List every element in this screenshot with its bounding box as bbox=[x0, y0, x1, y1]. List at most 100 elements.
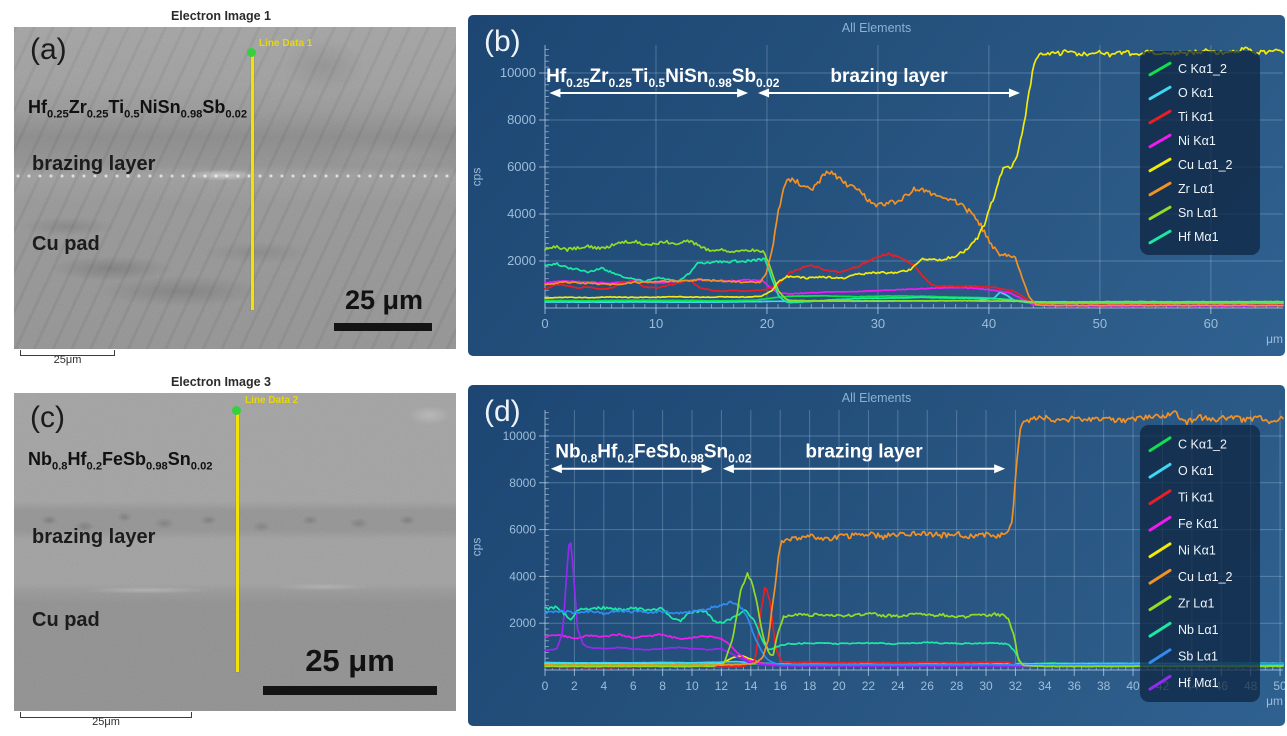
tick-labels: 2000 4000 6000 8000 10000 0 10 20 30 40 50 60 μm bbox=[500, 65, 1283, 346]
line-data-1-label: Line Data 1 bbox=[259, 38, 313, 49]
svg-text:10000: 10000 bbox=[500, 65, 536, 80]
scale-bar-text-c: 25 μm bbox=[305, 643, 395, 678]
legend-item-Ti-Kα1: Ti Kα1 bbox=[1148, 489, 1214, 506]
legend-item-O-Kα1: O Kα1 bbox=[1148, 85, 1214, 101]
legend-item-Sn-Lα1: Sn Lα1 bbox=[1148, 205, 1218, 221]
svg-text:4000: 4000 bbox=[509, 569, 536, 583]
interface-speckle-line bbox=[14, 173, 456, 178]
svg-text:50: 50 bbox=[1273, 679, 1285, 693]
svg-text:6000: 6000 bbox=[509, 523, 536, 537]
svg-text:38: 38 bbox=[1097, 679, 1111, 693]
brazing-layer-label-c: brazing layer bbox=[32, 526, 156, 548]
alloy-formula-c: Nb0.8Hf0.2FeSb0.98Sn0.02 bbox=[28, 449, 213, 473]
svg-text:Zr Lα1: Zr Lα1 bbox=[1178, 596, 1214, 610]
legend-item-Fe-Kα1: Fe Kα1 bbox=[1148, 515, 1219, 532]
svg-text:40: 40 bbox=[1126, 679, 1140, 693]
svg-text:8000: 8000 bbox=[507, 112, 536, 127]
micron-ruler-a: 25μm bbox=[20, 350, 115, 366]
annotation-brazing-layer: brazing layer bbox=[722, 442, 1006, 474]
eds-linescan-chart-b: All Elements (b) cps 2000 4000 6000 8000 100… bbox=[468, 15, 1285, 356]
svg-text:Ti Kα1: Ti Kα1 bbox=[1178, 490, 1214, 504]
svg-text:Nb0.8Hf0.2FeSb0.98Sn0.02: Nb0.8Hf0.2FeSb0.98Sn0.02 bbox=[555, 442, 752, 466]
svg-text:60: 60 bbox=[1204, 316, 1218, 331]
panel-label-c: (c) bbox=[30, 401, 65, 434]
svg-text:Ni Kα1: Ni Kα1 bbox=[1178, 134, 1216, 148]
legend-item-Cu-Lα1_2: Cu Lα1_2 bbox=[1148, 157, 1233, 173]
svg-text:20: 20 bbox=[832, 679, 846, 693]
legend-item-Ni-Kα1: Ni Kα1 bbox=[1148, 133, 1216, 149]
series-Cu-Lα1_2 bbox=[544, 410, 1284, 667]
svg-text:2000: 2000 bbox=[509, 616, 536, 630]
svg-text:40: 40 bbox=[982, 316, 996, 331]
legend-item-Hf-Mα1: Hf Mα1 bbox=[1148, 674, 1219, 691]
svg-text:34: 34 bbox=[1038, 679, 1052, 693]
svg-text:μm: μm bbox=[1266, 332, 1283, 346]
annotation-alloy: Hf0.25Zr0.25Ti0.5NiSn0.98Sb0.02 bbox=[546, 66, 780, 98]
line-scan-path-c bbox=[236, 410, 239, 672]
cu-pad-label-a: Cu pad bbox=[32, 233, 100, 255]
sem-image-a: (a) Hf0.25Zr0.25Ti0.5NiSn0.98Sb0.02 braz… bbox=[14, 27, 456, 349]
annotation-brazing-layer: brazing layer bbox=[758, 66, 1020, 98]
svg-text:4000: 4000 bbox=[507, 206, 536, 221]
svg-text:Sn Lα1: Sn Lα1 bbox=[1178, 206, 1218, 220]
svg-text:4: 4 bbox=[600, 679, 607, 693]
svg-text:Hf0.25Zr0.25Ti0.5NiSn0.98Sb0.0: Hf0.25Zr0.25Ti0.5NiSn0.98Sb0.02 bbox=[546, 66, 780, 90]
electron-image-3-title: Electron Image 3 bbox=[170, 375, 272, 389]
svg-text:50: 50 bbox=[1093, 316, 1107, 331]
svg-text:brazing layer: brazing layer bbox=[805, 442, 923, 463]
svg-text:Ni Kα1: Ni Kα1 bbox=[1178, 543, 1216, 557]
legend-item-Sb-Lα1: Sb Lα1 bbox=[1148, 648, 1218, 665]
svg-text:24: 24 bbox=[891, 679, 905, 693]
legend-item-C-Kα1_2: C Kα1_2 bbox=[1148, 61, 1227, 77]
svg-text:6000: 6000 bbox=[507, 159, 536, 174]
electron-image-1-title: Electron Image 1 bbox=[170, 9, 272, 23]
panel-label-b: (b) bbox=[484, 25, 521, 58]
scale-bar-text-a: 25 μm bbox=[344, 285, 424, 315]
svg-text:C Kα1_2: C Kα1_2 bbox=[1178, 437, 1227, 451]
svg-text:Nb Lα1: Nb Lα1 bbox=[1178, 623, 1219, 637]
line-data-2-label: Line Data 2 bbox=[245, 395, 299, 406]
svg-text:18: 18 bbox=[803, 679, 817, 693]
chart-title-d: All Elements bbox=[841, 391, 912, 405]
sem-noise-texture bbox=[14, 393, 456, 711]
svg-text:Cu Lα1_2: Cu Lα1_2 bbox=[1178, 570, 1233, 584]
annotation-alloy: Nb0.8Hf0.2FeSb0.98Sn0.02 bbox=[550, 442, 752, 474]
svg-text:0: 0 bbox=[541, 316, 548, 331]
line-scan-start-marker-a bbox=[247, 48, 256, 57]
svg-text:22: 22 bbox=[862, 679, 876, 693]
line-scan-start-marker-c bbox=[232, 406, 241, 415]
micron-ruler-c: 25μm bbox=[20, 712, 192, 728]
svg-text:0: 0 bbox=[542, 679, 549, 693]
legend-item-O-Kα1: O Kα1 bbox=[1148, 462, 1214, 479]
legend-item-Cu-Lα1_2: Cu Lα1_2 bbox=[1148, 568, 1233, 585]
eds-linescan-chart-d: All Elements (d) cps 2000 4000 6000 8000 100… bbox=[468, 385, 1285, 726]
svg-text:32: 32 bbox=[1009, 679, 1023, 693]
legend: C Kα1_2 O Kα1 Ti Kα1 Ni Kα1 Cu Lα1_2 Zr Lα1 Sn… bbox=[1140, 51, 1260, 255]
svg-text:2000: 2000 bbox=[507, 253, 536, 268]
svg-text:Ti Kα1: Ti Kα1 bbox=[1178, 110, 1214, 124]
svg-text:16: 16 bbox=[774, 679, 788, 693]
svg-text:μm: μm bbox=[1266, 694, 1283, 708]
svg-text:12: 12 bbox=[715, 679, 729, 693]
legend-item-C-Kα1_2: C Kα1_2 bbox=[1148, 436, 1227, 453]
svg-text:10: 10 bbox=[649, 316, 663, 331]
alloy-formula-a: Hf0.25Zr0.25Ti0.5NiSn0.98Sb0.02 bbox=[28, 97, 248, 121]
svg-text:10000: 10000 bbox=[503, 429, 537, 443]
svg-text:30: 30 bbox=[979, 679, 993, 693]
brazing-layer-label-a: brazing layer bbox=[32, 153, 156, 175]
legend: C Kα1_2 O Kα1 Ti Kα1 Fe Kα1 Ni Kα1 Cu Lα1_2 Zr… bbox=[1140, 425, 1260, 702]
svg-text:Sb Lα1: Sb Lα1 bbox=[1178, 649, 1218, 663]
svg-text:C Kα1_2: C Kα1_2 bbox=[1178, 62, 1227, 76]
micron-ruler-text-c: 25μm bbox=[92, 716, 120, 728]
svg-text:30: 30 bbox=[871, 316, 885, 331]
legend-item-Zr-Lα1: Zr Lα1 bbox=[1148, 181, 1214, 197]
svg-text:O Kα1: O Kα1 bbox=[1178, 86, 1214, 100]
micron-ruler-text-a: 25μm bbox=[53, 354, 82, 366]
panel-label-d: (d) bbox=[484, 395, 521, 428]
svg-text:8000: 8000 bbox=[509, 476, 536, 490]
svg-text:2: 2 bbox=[571, 679, 578, 693]
legend-item-Ni-Kα1: Ni Kα1 bbox=[1148, 542, 1216, 559]
